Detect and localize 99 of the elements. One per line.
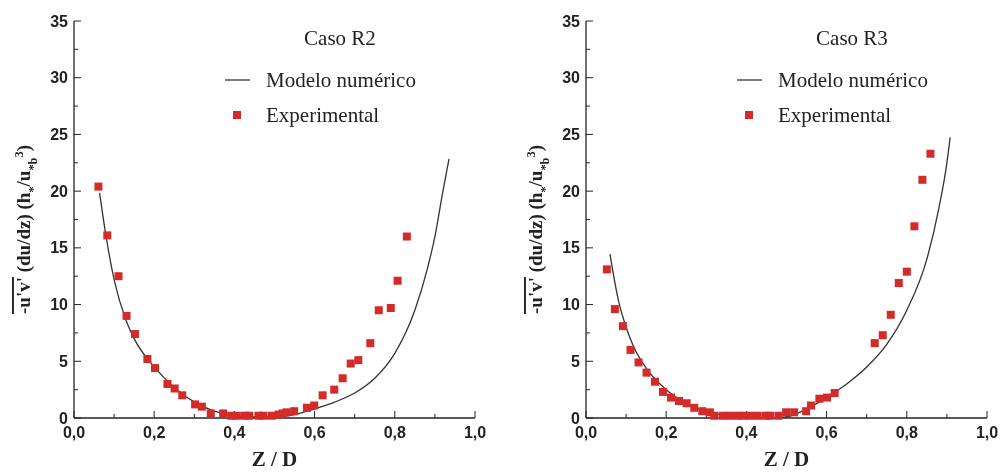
point <box>103 231 112 240</box>
point <box>910 222 919 231</box>
y-tick-label: 15 <box>562 239 581 257</box>
point <box>163 379 172 388</box>
point <box>902 267 911 276</box>
point <box>626 345 635 354</box>
point <box>675 396 684 405</box>
point <box>178 391 187 400</box>
x-tick-label: 0,6 <box>815 424 838 441</box>
point <box>886 310 895 319</box>
point <box>878 331 887 340</box>
point <box>338 374 347 383</box>
y-tick-label: 20 <box>562 182 581 200</box>
y-tick-label: 25 <box>562 126 581 144</box>
point <box>354 356 363 365</box>
point <box>232 411 241 420</box>
line-series <box>609 137 951 419</box>
y-tick-label: 10 <box>50 296 69 314</box>
point <box>366 339 375 348</box>
point <box>610 305 619 314</box>
point <box>710 411 719 420</box>
legend-label: Experimental <box>266 103 380 128</box>
y-tick-label: 30 <box>50 69 69 87</box>
line-series <box>99 158 450 418</box>
point <box>634 358 643 367</box>
x-tick-label: 0,2 <box>143 424 166 441</box>
point <box>815 394 824 403</box>
point <box>143 355 152 364</box>
point <box>766 411 775 420</box>
x-tick-label: 0,0 <box>62 424 86 441</box>
x-axis-title: Z / D <box>763 447 810 471</box>
y-tick-label: 0 <box>59 409 69 427</box>
point <box>753 411 762 420</box>
point <box>830 389 839 398</box>
y-tick-label: 5 <box>571 352 581 370</box>
point <box>690 403 699 412</box>
x-tick-label: 0,8 <box>383 424 407 441</box>
point <box>206 409 215 418</box>
point <box>94 182 103 191</box>
y-tick-label: 20 <box>50 182 69 200</box>
point <box>870 339 879 348</box>
y-tick-label: 25 <box>50 126 69 144</box>
point <box>170 384 179 393</box>
y-tick-label: 15 <box>50 239 69 257</box>
point <box>926 149 935 158</box>
x-tick-label: 1,0 <box>975 424 999 441</box>
y-tick-label: 30 <box>562 69 581 87</box>
y-tick-label: 5 <box>59 352 69 370</box>
legend-label: Modelo numérico <box>266 68 416 93</box>
y-tick-label: 0 <box>571 409 581 427</box>
point <box>823 393 831 402</box>
point <box>782 408 791 417</box>
point <box>130 330 139 339</box>
point <box>682 399 691 408</box>
point <box>330 385 339 394</box>
point <box>259 411 268 420</box>
x-tick-label: 0,4 <box>735 424 758 441</box>
point <box>245 411 254 420</box>
point <box>790 408 799 417</box>
point <box>806 401 815 410</box>
point <box>290 407 299 416</box>
point <box>346 359 355 368</box>
point <box>122 311 131 320</box>
point <box>642 368 651 377</box>
point <box>650 377 659 386</box>
point <box>374 306 383 315</box>
point <box>310 401 319 410</box>
point <box>114 272 123 281</box>
point <box>602 265 611 274</box>
point <box>894 279 903 288</box>
point <box>302 403 311 412</box>
legend-label: Experimental <box>778 103 892 128</box>
x-tick-label: 0,8 <box>895 424 919 441</box>
point <box>318 391 327 400</box>
point <box>667 393 676 402</box>
point <box>386 303 395 312</box>
point <box>219 409 228 418</box>
x-tick-label: 0,4 <box>223 424 246 441</box>
x-tick-label: 0,0 <box>574 424 598 441</box>
point <box>774 411 783 420</box>
legend-label: Modelo numérico <box>778 68 928 93</box>
y-tick-label: 35 <box>562 12 581 30</box>
x-tick-label: 0,6 <box>303 424 326 441</box>
point <box>197 402 206 411</box>
point <box>151 364 159 373</box>
x-axis-title: Z / D <box>251 447 298 471</box>
point <box>191 400 200 409</box>
chart-title: Caso R2 <box>304 26 376 50</box>
y-tick-label: 10 <box>562 296 581 314</box>
point <box>658 387 667 396</box>
x-tick-label: 1,0 <box>463 424 487 441</box>
point <box>393 276 402 285</box>
chart-title: Caso R3 <box>816 26 888 50</box>
point <box>698 407 707 416</box>
point <box>918 175 927 184</box>
x-tick-label: 0,2 <box>655 424 678 441</box>
point <box>402 232 411 241</box>
point <box>618 322 627 331</box>
y-tick-label: 35 <box>50 12 69 30</box>
